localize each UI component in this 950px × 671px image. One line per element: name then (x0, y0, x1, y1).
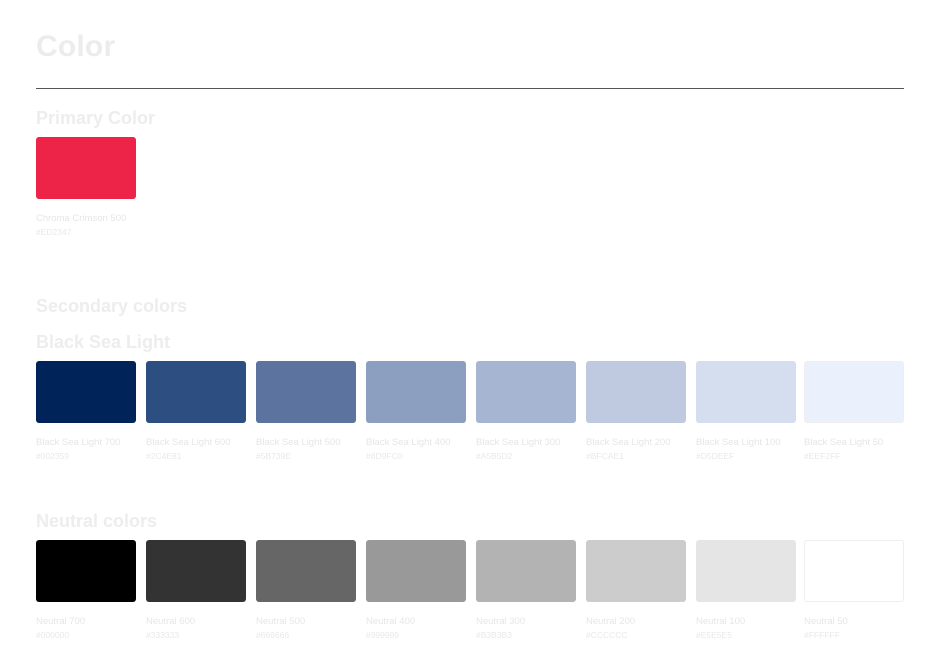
swatch-name-secondary-6: Black Sea Light 100 (696, 437, 781, 448)
swatch-name-neutral-5: Neutral 200 (586, 616, 636, 627)
swatch-name-secondary-3: Black Sea Light 400 (366, 437, 451, 448)
swatch-hex-secondary-4: #A5B5D2 (476, 451, 513, 461)
swatch-hex-neutral-4: #B3B3B3 (476, 630, 512, 640)
swatch-name-neutral-1: Neutral 600 (146, 616, 196, 627)
secondary-colors-heading: Secondary colors (36, 296, 188, 316)
primary-color-heading: Primary Color (36, 108, 156, 128)
swatch-neutral-5 (586, 540, 686, 602)
title-divider (36, 88, 904, 89)
swatch-neutral-7 (804, 540, 904, 602)
swatch-hex-secondary-0: #002359 (36, 451, 70, 461)
swatch-hex-secondary-7: #EEF2FF (804, 451, 841, 461)
swatch-name-neutral-0: Neutral 700 (36, 616, 86, 627)
swatch-secondary-7 (804, 361, 904, 423)
swatch-secondary-5 (586, 361, 686, 423)
swatch-name-primary-0: Chroma Crimson 500 (36, 213, 127, 224)
swatch-hex-neutral-1: #333333 (146, 630, 180, 640)
swatch-name-secondary-4: Black Sea Light 300 (476, 437, 561, 448)
swatch-hex-secondary-1: #2C4E81 (146, 451, 182, 461)
swatch-name-secondary-0: Black Sea Light 700 (36, 437, 121, 448)
swatch-secondary-2 (256, 361, 356, 423)
swatch-name-neutral-2: Neutral 500 (256, 616, 306, 627)
swatch-hex-neutral-5: #CCCCCC (586, 630, 628, 640)
swatch-name-secondary-1: Black Sea Light 600 (146, 437, 231, 448)
swatch-hex-secondary-6: #D5DEEF (696, 451, 735, 461)
swatch-hex-neutral-0: #000000 (36, 630, 70, 640)
swatch-name-neutral-6: Neutral 100 (696, 616, 746, 627)
swatch-secondary-1 (146, 361, 246, 423)
neutral-colors-heading: Neutral colors (36, 511, 158, 531)
swatch-neutral-2 (256, 540, 356, 602)
swatch-hex-primary-0: #ED2347 (36, 227, 72, 237)
swatch-hex-secondary-2: #5B739E (256, 451, 291, 461)
swatch-hex-secondary-3: #8D9FC0 (366, 451, 403, 461)
swatch-secondary-3 (366, 361, 466, 423)
swatch-neutral-3 (366, 540, 466, 602)
swatch-name-neutral-7: Neutral 50 (804, 616, 848, 627)
swatch-hex-secondary-5: #BFCAE1 (586, 451, 624, 461)
swatch-neutral-1 (146, 540, 246, 602)
swatch-hex-neutral-2: #666666 (256, 630, 290, 640)
page-title: Color (36, 30, 116, 63)
swatch-neutral-0 (36, 540, 136, 602)
swatch-primary-0 (36, 137, 136, 199)
swatch-neutral-4 (476, 540, 576, 602)
swatch-name-neutral-3: Neutral 400 (366, 616, 416, 627)
swatch-secondary-4 (476, 361, 576, 423)
swatch-name-secondary-2: Black Sea Light 500 (256, 437, 341, 448)
swatch-hex-neutral-7: #FFFFFF (804, 630, 840, 640)
swatch-neutral-6 (696, 540, 796, 602)
swatch-hex-neutral-3: #999999 (366, 630, 400, 640)
secondary-subheading: Black Sea Light (36, 332, 171, 352)
swatch-secondary-0 (36, 361, 136, 423)
swatch-hex-neutral-6: #E5E5E5 (696, 630, 732, 640)
swatch-name-neutral-4: Neutral 300 (476, 616, 526, 627)
swatch-name-secondary-5: Black Sea Light 200 (586, 437, 671, 448)
swatch-name-secondary-7: Black Sea Light 50 (804, 437, 884, 448)
swatch-secondary-6 (696, 361, 796, 423)
